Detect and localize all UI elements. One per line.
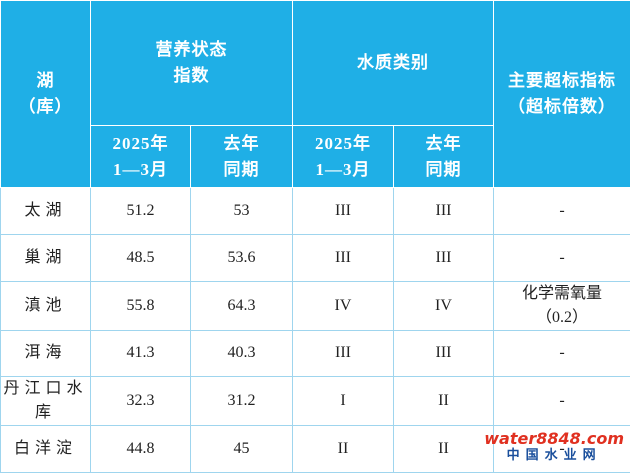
cell-line: （库） — [1, 94, 90, 120]
table-cell: III — [394, 188, 494, 235]
cell-line: 同期 — [191, 157, 292, 183]
table-cell: 32.3 — [91, 377, 191, 426]
table-cell: 滇池 — [1, 281, 91, 330]
cell-line: 同期 — [394, 157, 493, 183]
table-cell: - — [494, 330, 630, 377]
table-cell: 白洋淀 — [1, 426, 91, 473]
table-cell: III — [394, 330, 494, 377]
table-cell: II — [394, 377, 494, 426]
header-cell: 营养状态指数 — [91, 1, 293, 126]
table-cell: IV — [293, 281, 394, 330]
table-cell: 31.2 — [191, 377, 293, 426]
table-cell: 53.6 — [191, 234, 293, 281]
cell-line: （0.2） — [494, 306, 630, 330]
table-cell: 洱海 — [1, 330, 91, 377]
cell-line: - — [494, 341, 630, 365]
table-cell: 丹江口水库 — [1, 377, 91, 426]
cell-line: 水质类别 — [293, 50, 493, 76]
cell-line: - — [494, 246, 630, 270]
table-cell: 41.3 — [91, 330, 191, 377]
header-cell: 水质类别 — [293, 1, 494, 126]
table-cell: 64.3 — [191, 281, 293, 330]
table-cell: - — [494, 234, 630, 281]
cell-line: 去年 — [394, 131, 493, 157]
cell-line: 营养状态 — [91, 37, 292, 63]
table-cell: - — [494, 188, 630, 235]
cell-line: 指数 — [91, 63, 292, 89]
table-cell: 45 — [191, 426, 293, 473]
table-cell: 51.2 — [91, 188, 191, 235]
table-cell: II — [394, 426, 494, 473]
header-cell: 去年同期 — [191, 126, 293, 188]
table-cell: III — [293, 330, 394, 377]
cell-line: （超标倍数） — [494, 94, 630, 120]
table-cell: III — [293, 188, 394, 235]
table-cell: 40.3 — [191, 330, 293, 377]
table-cell: III — [394, 234, 494, 281]
table-cell: II — [293, 426, 394, 473]
table-cell: 53 — [191, 188, 293, 235]
cell-line: - — [494, 389, 630, 413]
cell-line: 化学需氧量 — [494, 282, 630, 306]
header-cell: 湖（库） — [1, 1, 91, 188]
cell-line: 1—3月 — [293, 157, 393, 183]
cell-line: 1—3月 — [91, 157, 190, 183]
table-cell: III — [293, 234, 394, 281]
cell-line: 2025年 — [293, 131, 393, 157]
table-cell: I — [293, 377, 394, 426]
table-cell: 太湖 — [1, 188, 91, 235]
table-cell: - — [494, 377, 630, 426]
table-cell: 55.8 — [91, 281, 191, 330]
cell-line: 主要超标指标 — [494, 68, 630, 94]
watermark: water8848.com 中国水业网 — [484, 430, 624, 464]
watermark-site: water8848.com — [484, 430, 624, 447]
table-cell: 48.5 — [91, 234, 191, 281]
cell-line: - — [494, 199, 630, 223]
header-cell: 主要超标指标（超标倍数） — [494, 1, 630, 188]
watermark-name: 中国水业网 — [484, 447, 624, 464]
cell-line: 去年 — [191, 131, 292, 157]
header-row: 湖（库）营养状态指数水质类别主要超标指标（超标倍数） — [1, 1, 630, 126]
table-cell: 巢湖 — [1, 234, 91, 281]
table-cell: 44.8 — [91, 426, 191, 473]
table-cell: IV — [394, 281, 494, 330]
header-cell: 去年同期 — [394, 126, 494, 188]
table-cell: 化学需氧量（0.2） — [494, 281, 630, 330]
cell-line: 湖 — [1, 68, 90, 94]
cell-line: 2025年 — [91, 131, 190, 157]
